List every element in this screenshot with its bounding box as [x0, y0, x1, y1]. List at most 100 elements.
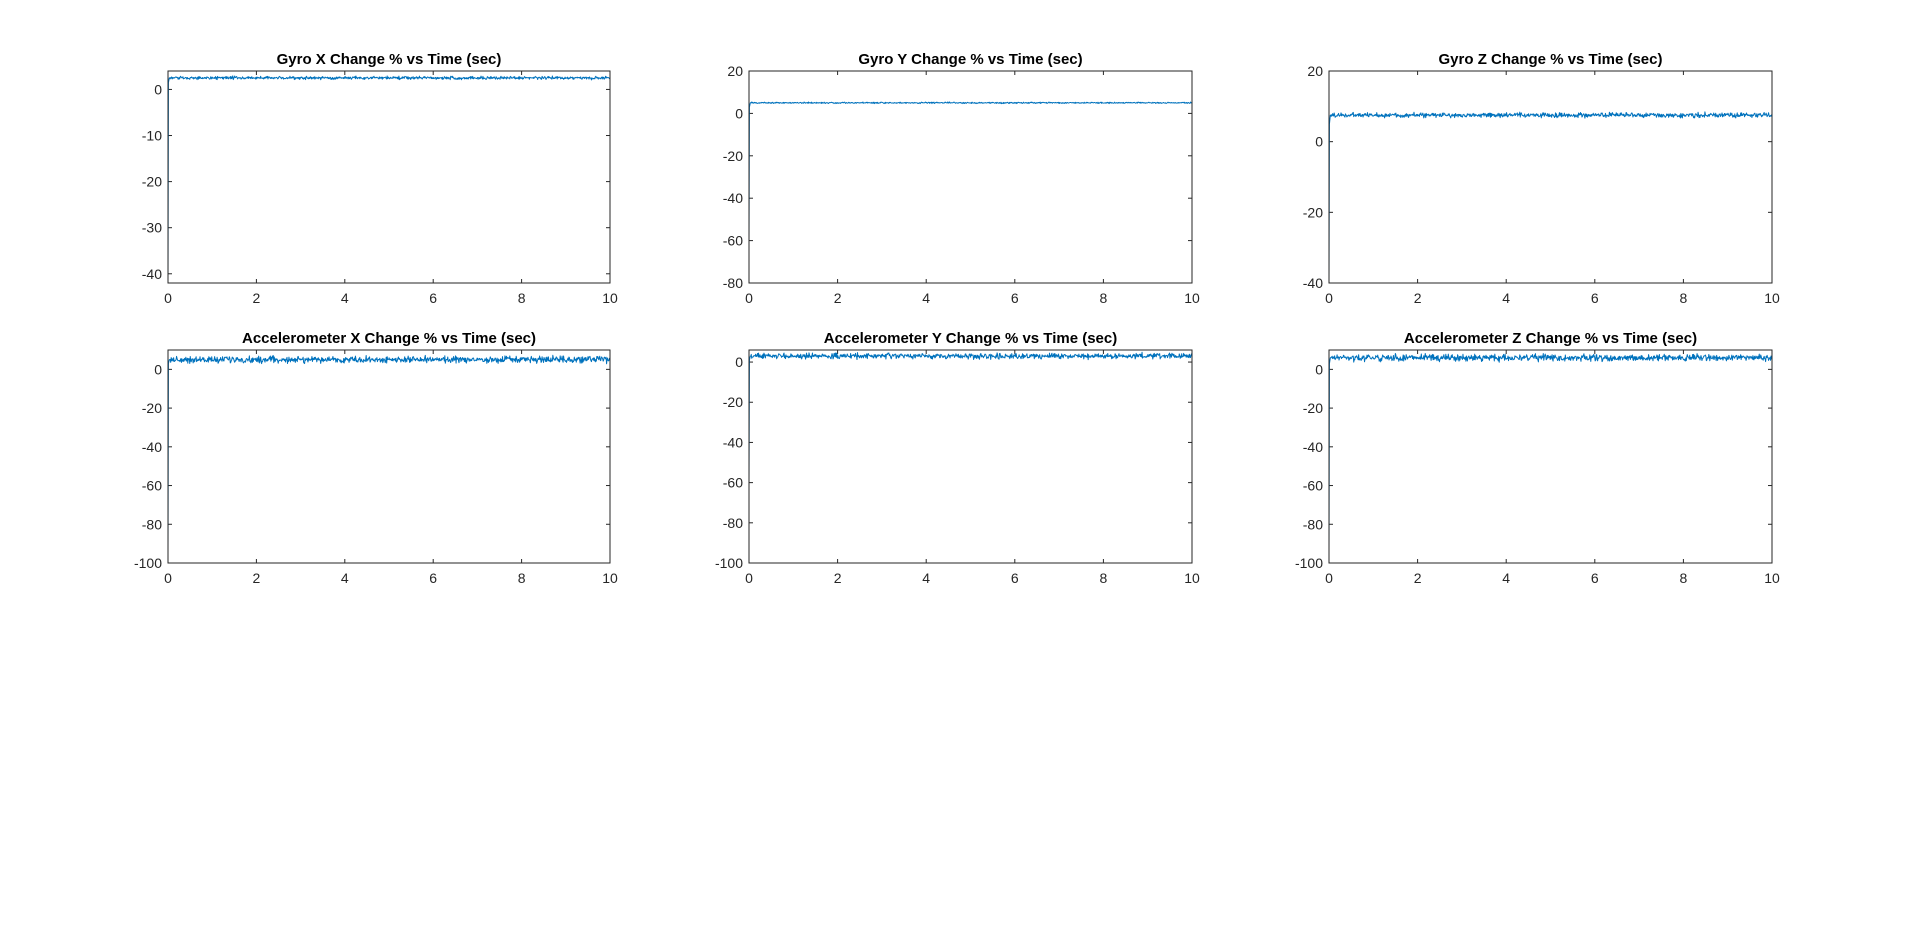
y-tick-label: -100: [715, 555, 743, 571]
x-tick-label: 4: [922, 290, 930, 306]
plot-area: [1329, 111, 1772, 283]
y-tick-label: -60: [1303, 478, 1323, 494]
x-tick-label: 10: [602, 570, 618, 586]
y-tick-label: -40: [723, 190, 743, 206]
subplot-title: Gyro X Change % vs Time (sec): [277, 51, 502, 68]
y-tick-label: -20: [1303, 400, 1323, 416]
x-tick-label: 6: [429, 570, 437, 586]
y-tick-label: -60: [142, 478, 162, 494]
x-tick-label: 6: [1011, 570, 1019, 586]
x-tick-label: 0: [164, 290, 172, 306]
series-line: [1329, 352, 1772, 554]
series-line: [749, 351, 1192, 483]
y-tick-label: -40: [142, 266, 162, 282]
x-tick-label: 8: [1680, 570, 1688, 586]
subplot-title: Gyro Z Change % vs Time (sec): [1439, 51, 1663, 68]
subplot-title: Accelerometer Z Change % vs Time (sec): [1404, 330, 1697, 347]
subplot-title: Accelerometer Y Change % vs Time (sec): [824, 330, 1117, 347]
y-tick-label: -80: [723, 275, 743, 291]
series-line: [1329, 111, 1772, 283]
y-tick-label: -10: [142, 128, 162, 144]
plot-area: [749, 101, 1192, 241]
x-tick-label: 0: [164, 570, 172, 586]
axes-box: [1328, 70, 1773, 284]
x-tick-label: 2: [253, 570, 261, 586]
y-tick-label: 20: [1307, 63, 1323, 79]
axes-box: [167, 70, 611, 284]
plot-area: [168, 75, 610, 283]
x-tick-label: 2: [253, 290, 261, 306]
x-tick-label: 6: [1591, 290, 1599, 306]
y-tick-label: -100: [1295, 555, 1323, 571]
y-tick-label: -20: [142, 174, 162, 190]
series-line: [168, 354, 610, 554]
x-tick-label: 4: [341, 290, 349, 306]
x-tick-label: 10: [1764, 290, 1780, 306]
y-tick-label: 0: [735, 354, 743, 370]
y-tick-label: -80: [1303, 516, 1323, 532]
subplot-title: Accelerometer X Change % vs Time (sec): [242, 330, 536, 347]
subplot-gyro-y: Gyro Y Change % vs Time (sec) 0 2 4 6 8 10 -80…: [723, 51, 1200, 306]
y-tick-label: 0: [154, 361, 162, 377]
plot-area: [168, 354, 610, 554]
x-tick-label: 4: [1502, 570, 1510, 586]
x-tick-label: 8: [518, 290, 526, 306]
subplot-gyro-x: Gyro X Change % vs Time (sec) 0 2 4 6 8 10 -40…: [142, 51, 618, 306]
axes-box: [167, 349, 611, 564]
y-tick-label: -20: [1303, 204, 1323, 220]
subplot-accel-y: Accelerometer Y Change % vs Time (sec) 0…: [715, 330, 1200, 586]
x-tick-label: 0: [745, 290, 753, 306]
y-tick-label: -60: [723, 233, 743, 249]
subplot-title: Gyro Y Change % vs Time (sec): [858, 51, 1082, 68]
y-tick-label: 0: [735, 105, 743, 121]
x-tick-label: 8: [1100, 290, 1108, 306]
x-tick-label: 2: [834, 570, 842, 586]
subplot-accel-z: Accelerometer Z Change % vs Time (sec) 0…: [1295, 330, 1780, 586]
y-tick-label: 20: [727, 63, 743, 79]
y-tick-label: -30: [142, 220, 162, 236]
x-tick-label: 8: [1680, 290, 1688, 306]
tick-group: 0 2 4 6 8 10 -40 -20 0 20: [1303, 63, 1780, 306]
y-tick-label: -40: [1303, 275, 1323, 291]
x-tick-label: 4: [922, 570, 930, 586]
x-tick-label: 6: [1011, 290, 1019, 306]
y-tick-label: -20: [142, 400, 162, 416]
y-tick-label: -20: [723, 394, 743, 410]
y-tick-label: -100: [134, 555, 162, 571]
x-tick-label: 0: [1325, 290, 1333, 306]
y-tick-label: 0: [1315, 134, 1323, 150]
plot-area: [749, 351, 1192, 483]
x-tick-label: 2: [834, 290, 842, 306]
y-tick-label: -20: [723, 148, 743, 164]
y-tick-label: -80: [723, 515, 743, 531]
y-tick-label: 0: [154, 81, 162, 97]
y-tick-label: -40: [1303, 439, 1323, 455]
y-tick-label: -40: [723, 434, 743, 450]
x-tick-label: 10: [1184, 290, 1200, 306]
y-tick-label: 0: [1315, 361, 1323, 377]
y-tick-label: -60: [723, 475, 743, 491]
x-tick-label: 6: [429, 290, 437, 306]
x-tick-label: 4: [341, 570, 349, 586]
subplot-accel-x: Accelerometer X Change % vs Time (sec) 0…: [134, 330, 618, 586]
tick-group: 0 2 4 6 8 10 -40 -30 -20 -10 0: [142, 71, 618, 306]
tick-group: 0 2 4 6 8 10 -100 -80 -60 -40 -20 0: [715, 350, 1200, 586]
x-tick-label: 10: [1764, 570, 1780, 586]
y-tick-label: -40: [142, 439, 162, 455]
series-line: [749, 101, 1192, 241]
x-tick-label: 2: [1414, 290, 1422, 306]
series-line: [168, 75, 610, 283]
x-tick-label: 10: [1184, 570, 1200, 586]
tick-group: 0 2 4 6 8 10 -80 -60 -40 -20 0 20: [723, 63, 1200, 306]
x-tick-label: 8: [518, 570, 526, 586]
x-tick-label: 2: [1414, 570, 1422, 586]
x-tick-label: 10: [602, 290, 618, 306]
x-tick-label: 0: [1325, 570, 1333, 586]
x-tick-label: 0: [745, 570, 753, 586]
x-tick-label: 6: [1591, 570, 1599, 586]
subplot-gyro-z: Gyro Z Change % vs Time (sec) 0 2 4 6 8 10 -40…: [1303, 51, 1780, 306]
plot-area: [1329, 352, 1772, 554]
tick-group: 0 2 4 6 8 10 -100 -80 -60 -40 -20 0: [1295, 350, 1780, 586]
